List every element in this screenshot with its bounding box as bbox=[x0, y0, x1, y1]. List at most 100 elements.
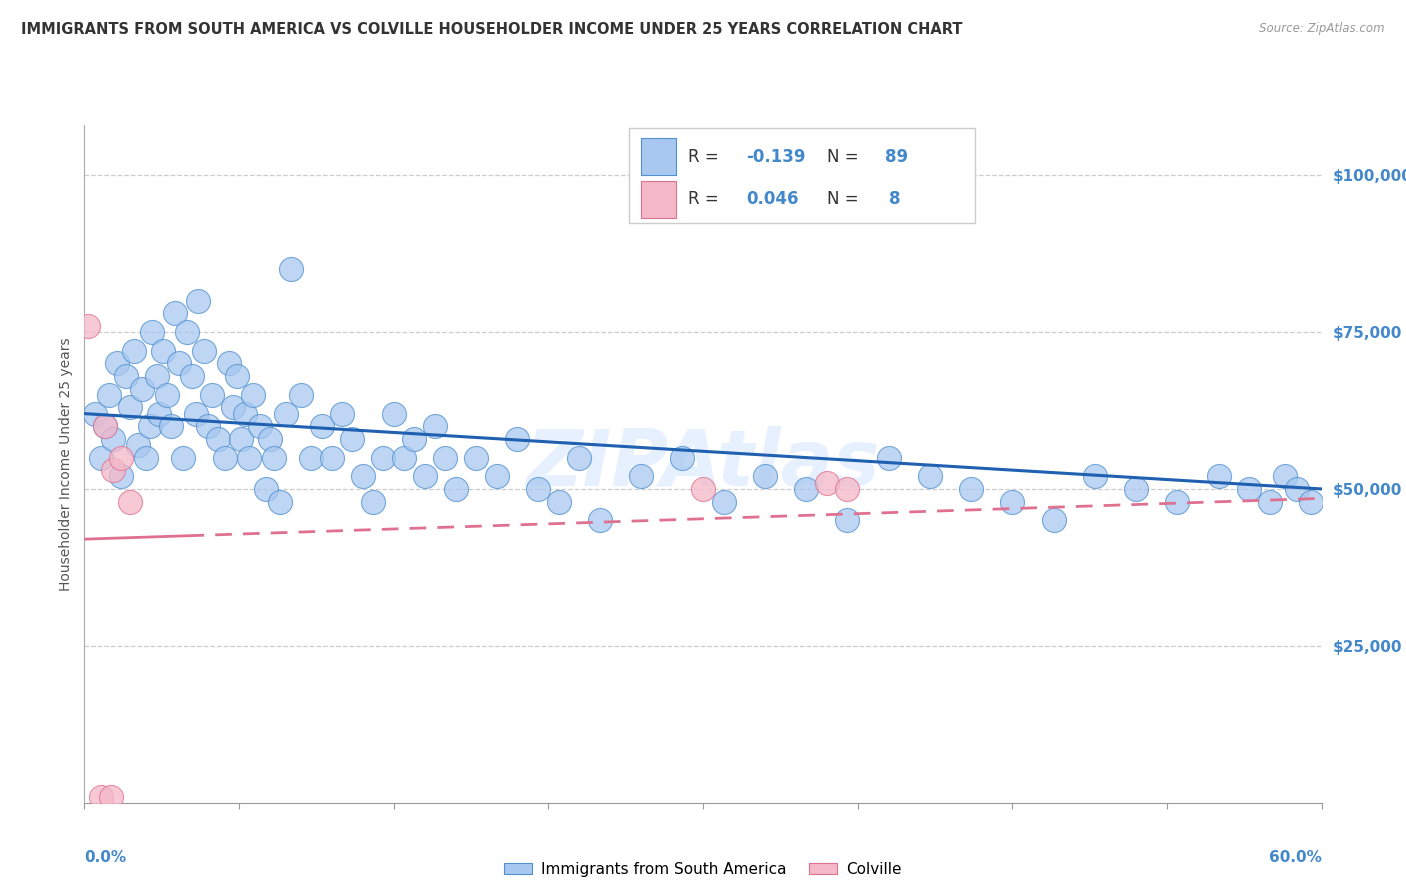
Point bbox=[139, 419, 162, 434]
Point bbox=[382, 407, 405, 421]
Point bbox=[404, 432, 426, 446]
Point bbox=[218, 356, 240, 370]
Point bbox=[713, 494, 735, 508]
Point bbox=[413, 469, 436, 483]
Point bbox=[434, 450, 457, 465]
Point bbox=[630, 469, 652, 483]
Point bbox=[671, 450, 693, 465]
Text: R =: R = bbox=[688, 191, 724, 209]
Point bbox=[83, 407, 105, 421]
Point bbox=[692, 482, 714, 496]
Text: -0.139: -0.139 bbox=[747, 148, 806, 166]
Point bbox=[1001, 494, 1024, 508]
Point bbox=[180, 368, 202, 383]
Point bbox=[1208, 469, 1230, 483]
Text: ZIPAtlas: ZIPAtlas bbox=[526, 425, 880, 502]
Point bbox=[100, 789, 122, 804]
Point bbox=[131, 382, 153, 396]
Point bbox=[321, 450, 343, 465]
Point bbox=[94, 419, 117, 434]
Point bbox=[165, 306, 187, 320]
Point bbox=[214, 450, 236, 465]
Point bbox=[233, 407, 256, 421]
Point bbox=[1042, 513, 1064, 527]
Point bbox=[290, 388, 312, 402]
Point bbox=[877, 450, 900, 465]
Point bbox=[960, 482, 983, 496]
Point bbox=[160, 419, 183, 434]
Point bbox=[547, 494, 569, 508]
Point bbox=[145, 368, 167, 383]
Point bbox=[837, 482, 859, 496]
Point bbox=[135, 450, 157, 465]
Point bbox=[207, 432, 229, 446]
Point bbox=[423, 419, 446, 434]
Point bbox=[98, 388, 121, 402]
Point bbox=[837, 513, 859, 527]
FancyBboxPatch shape bbox=[641, 181, 676, 218]
Point bbox=[122, 343, 145, 358]
Point bbox=[176, 325, 198, 339]
Text: 60.0%: 60.0% bbox=[1268, 850, 1322, 865]
Point bbox=[280, 262, 302, 277]
Point bbox=[342, 432, 364, 446]
Point bbox=[94, 419, 117, 434]
Point bbox=[172, 450, 194, 465]
Point bbox=[249, 419, 271, 434]
Point bbox=[201, 388, 224, 402]
Point bbox=[167, 356, 190, 370]
Text: 0.0%: 0.0% bbox=[84, 850, 127, 865]
Point bbox=[1239, 482, 1261, 496]
Point bbox=[361, 494, 384, 508]
Point bbox=[193, 343, 215, 358]
Point bbox=[105, 356, 128, 370]
Point bbox=[127, 438, 149, 452]
Point bbox=[103, 463, 125, 477]
Point bbox=[197, 419, 219, 434]
Point bbox=[156, 388, 179, 402]
Point bbox=[311, 419, 333, 434]
Point bbox=[299, 450, 322, 465]
Point bbox=[110, 450, 132, 465]
FancyBboxPatch shape bbox=[641, 138, 676, 176]
Legend: Immigrants from South America, Colville: Immigrants from South America, Colville bbox=[498, 856, 908, 883]
Point bbox=[1166, 494, 1188, 508]
Point bbox=[226, 368, 249, 383]
Point bbox=[794, 482, 817, 496]
Point bbox=[918, 469, 941, 483]
Y-axis label: Householder Income Under 25 years: Householder Income Under 25 years bbox=[59, 337, 73, 591]
Point bbox=[103, 432, 125, 446]
Text: Source: ZipAtlas.com: Source: ZipAtlas.com bbox=[1260, 22, 1385, 36]
Point bbox=[259, 432, 281, 446]
Point bbox=[263, 450, 285, 465]
Point bbox=[77, 318, 100, 333]
Point bbox=[152, 343, 174, 358]
Point bbox=[238, 450, 260, 465]
Point bbox=[1084, 469, 1107, 483]
Point bbox=[1274, 469, 1296, 483]
Text: 89: 89 bbox=[884, 148, 908, 166]
Point bbox=[114, 368, 136, 383]
Point bbox=[527, 482, 550, 496]
Point bbox=[1285, 482, 1308, 496]
Point bbox=[754, 469, 776, 483]
Text: N =: N = bbox=[827, 191, 863, 209]
Point bbox=[373, 450, 395, 465]
Point bbox=[1125, 482, 1147, 496]
Point bbox=[276, 407, 298, 421]
Point bbox=[1258, 494, 1281, 508]
Point bbox=[568, 450, 591, 465]
Point bbox=[589, 513, 612, 527]
Point bbox=[465, 450, 488, 465]
FancyBboxPatch shape bbox=[628, 128, 976, 223]
Text: 8: 8 bbox=[889, 191, 900, 209]
Point bbox=[330, 407, 353, 421]
Point bbox=[184, 407, 207, 421]
Point bbox=[141, 325, 163, 339]
Point bbox=[242, 388, 264, 402]
Point bbox=[269, 494, 291, 508]
Point bbox=[90, 789, 112, 804]
Point bbox=[118, 494, 141, 508]
Point bbox=[1301, 494, 1323, 508]
Text: IMMIGRANTS FROM SOUTH AMERICA VS COLVILLE HOUSEHOLDER INCOME UNDER 25 YEARS CORR: IMMIGRANTS FROM SOUTH AMERICA VS COLVILL… bbox=[21, 22, 963, 37]
